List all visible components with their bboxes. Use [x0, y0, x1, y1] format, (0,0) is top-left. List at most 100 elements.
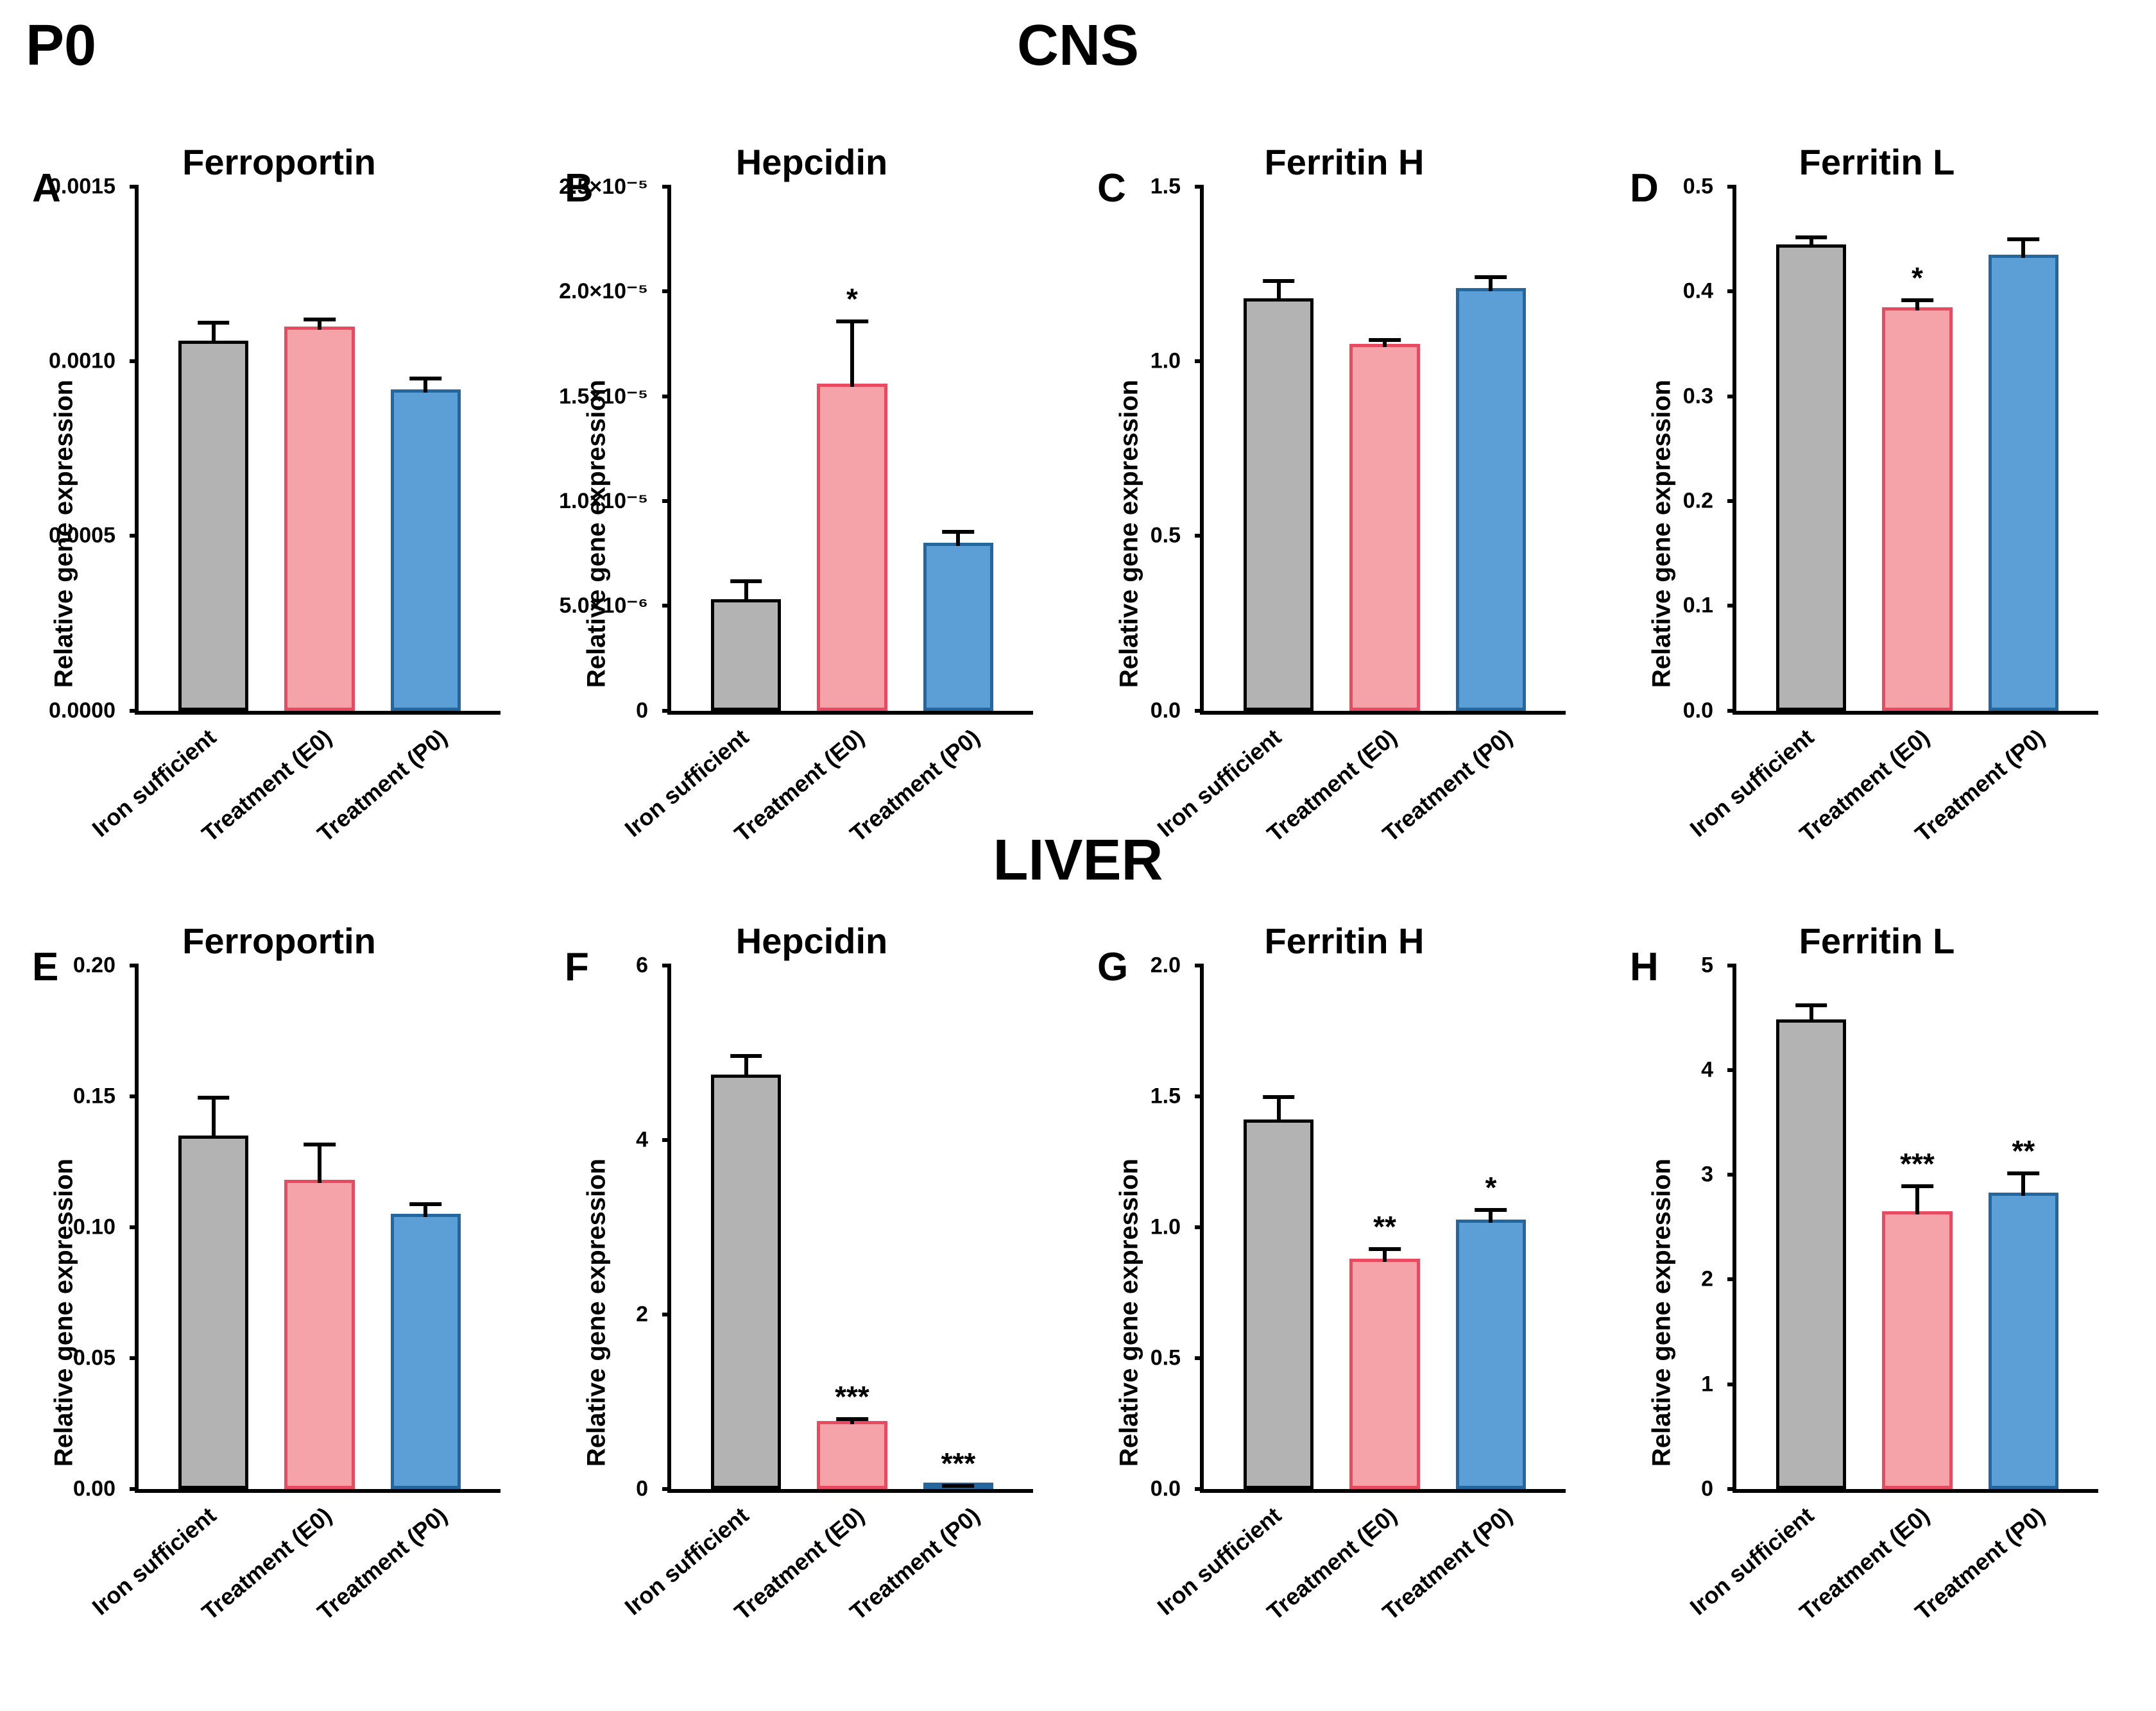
y-tick — [1195, 1225, 1204, 1229]
y-tick — [130, 1094, 139, 1098]
y-tick-label: 0.15 — [73, 1084, 116, 1109]
y-tick-label: 1 — [1701, 1372, 1713, 1397]
panel-B: BHepcidinRelative gene expression05.0×10… — [558, 141, 1065, 881]
bar — [1456, 288, 1526, 711]
y-tick-label: 2.0 — [1151, 953, 1181, 978]
error-cap — [730, 1054, 762, 1058]
y-tick — [130, 1356, 139, 1360]
error-cap — [304, 1143, 336, 1146]
y-tick — [662, 499, 671, 503]
bar-slot — [1456, 187, 1526, 711]
y-tick — [1195, 534, 1204, 538]
y-tick — [130, 709, 139, 713]
bar: *** — [923, 1483, 993, 1489]
bars — [139, 187, 501, 711]
error-bar — [1489, 277, 1493, 291]
bar-slot: ** — [1989, 966, 2058, 1490]
y-tick — [130, 1225, 139, 1229]
bar — [178, 1136, 248, 1489]
bars: * — [671, 187, 1033, 711]
error-cap — [2008, 1171, 2040, 1175]
y-tick — [662, 395, 671, 398]
error-cap — [1369, 338, 1401, 342]
error-cap — [730, 579, 762, 583]
panel-title: Ferroportin — [182, 141, 376, 183]
bar-slot — [1989, 187, 2058, 711]
x-labels: Iron sufficientTreatment (E0)Treatment (… — [1736, 1489, 2098, 1656]
bars — [139, 966, 501, 1490]
error-cap — [198, 1096, 230, 1100]
y-tick — [662, 1313, 671, 1316]
plot-area: 0.000.050.100.150.20Iron sufficientTreat… — [135, 966, 501, 1494]
error-bar — [212, 1098, 216, 1139]
panel-title: Hepcidin — [736, 920, 887, 962]
bar-slot — [1349, 187, 1419, 711]
significance-marker: *** — [1900, 1146, 1935, 1181]
y-tick-label: 0.10 — [73, 1214, 116, 1239]
bar-slot — [711, 966, 781, 1490]
bar — [711, 599, 781, 710]
panel-F: FHepcidinRelative gene expression0246***… — [558, 920, 1065, 1660]
plot-area: 05.0×10⁻⁶1.0×10⁻⁵1.5×10⁻⁵2.0×10⁻⁵2.5×10⁻… — [667, 187, 1033, 715]
bar — [391, 1214, 461, 1489]
x-labels: Iron sufficientTreatment (E0)Treatment (… — [1204, 1489, 1566, 1656]
bar-slot — [923, 187, 993, 711]
y-tick — [662, 1138, 671, 1142]
y-tick — [1727, 499, 1736, 503]
bar — [923, 543, 993, 710]
y-axis-label: Relative gene expression — [583, 380, 612, 688]
plot-area: 012345*****Iron sufficientTreatment (E0)… — [1733, 966, 2098, 1494]
error-cap — [1901, 1184, 1933, 1188]
chart: Relative gene expression0.00000.00050.00… — [26, 187, 533, 881]
y-tick-label: 0.20 — [73, 953, 116, 978]
error-bar — [1277, 281, 1281, 302]
x-labels: Iron sufficientTreatment (E0)Treatment (… — [139, 1489, 501, 1656]
panel-A: AFerroportinRelative gene expression0.00… — [26, 141, 533, 881]
y-tick — [1727, 709, 1736, 713]
y-tick — [1727, 604, 1736, 608]
bars: * — [1736, 187, 2098, 711]
y-tick-label: 6 — [636, 953, 648, 978]
error-bar — [744, 1056, 748, 1077]
y-tick-label: 0.4 — [1683, 279, 1713, 304]
chart: Relative gene expression0.00.51.01.52.0*… — [1091, 966, 1598, 1660]
error-cap — [2008, 237, 2040, 241]
y-tick-label: 0.00 — [73, 1477, 116, 1502]
y-tick-label: 0.0000 — [49, 698, 116, 723]
bar-slot: ** — [1349, 966, 1419, 1490]
y-tick — [662, 1487, 671, 1491]
significance-marker: * — [846, 282, 858, 316]
y-tick-label: 1.5×10⁻⁵ — [559, 384, 648, 409]
error-bar — [424, 379, 427, 392]
y-axis-label: Relative gene expression — [1648, 1159, 1677, 1467]
figure: P0 CNS LIVER AFerroportinRelative gene e… — [0, 0, 2156, 1711]
bar — [391, 389, 461, 711]
panel-title: Ferritin L — [1799, 141, 1955, 183]
bar — [1244, 1119, 1313, 1489]
bar-slot: * — [817, 187, 887, 711]
y-axis-label: Relative gene expression — [1115, 1159, 1144, 1467]
error-cap — [1263, 1095, 1295, 1099]
bar — [1349, 344, 1419, 711]
y-tick-label: 0.0 — [1151, 698, 1181, 723]
panel-C: CFerritin HRelative gene expression0.00.… — [1091, 141, 1598, 881]
panel-E: EFerroportinRelative gene expression0.00… — [26, 920, 533, 1660]
plot-area: 0.00.51.01.5Iron sufficientTreatment (E0… — [1200, 187, 1566, 715]
y-tick — [662, 964, 671, 967]
y-tick-label: 2 — [1701, 1267, 1713, 1292]
error-cap — [410, 1202, 442, 1206]
y-tick — [662, 709, 671, 713]
y-tick-label: 3 — [1701, 1162, 1713, 1187]
y-tick-label: 0 — [636, 1477, 648, 1502]
x-labels: Iron sufficientTreatment (E0)Treatment (… — [139, 711, 501, 878]
error-bar — [956, 532, 960, 546]
y-tick-label: 2.5×10⁻⁵ — [559, 174, 648, 200]
bar-slot — [391, 966, 461, 1490]
bar — [1989, 255, 2058, 710]
y-tick — [1195, 359, 1204, 363]
y-tick — [1727, 1487, 1736, 1491]
error-cap — [1475, 275, 1507, 279]
y-tick-label: 0.0 — [1151, 1477, 1181, 1502]
error-bar — [2021, 239, 2025, 258]
chart: Relative gene expression0.000.050.100.15… — [26, 966, 533, 1660]
